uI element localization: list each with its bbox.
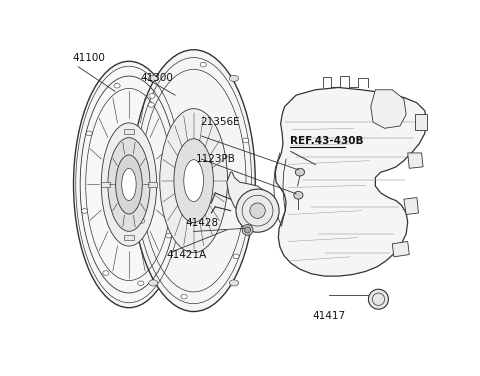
Ellipse shape [170, 156, 177, 160]
Ellipse shape [233, 254, 239, 259]
Ellipse shape [181, 294, 187, 299]
Ellipse shape [166, 233, 172, 238]
Ellipse shape [116, 155, 142, 214]
Ellipse shape [242, 224, 253, 235]
Ellipse shape [250, 203, 265, 218]
Polygon shape [227, 172, 269, 218]
Polygon shape [392, 241, 409, 257]
Ellipse shape [108, 138, 150, 231]
FancyBboxPatch shape [124, 235, 133, 240]
Text: 41300: 41300 [141, 73, 174, 83]
Ellipse shape [229, 75, 239, 82]
Text: 41428: 41428 [185, 218, 218, 228]
Ellipse shape [236, 189, 279, 232]
Text: 41421A: 41421A [167, 250, 207, 260]
Ellipse shape [294, 191, 303, 199]
Polygon shape [404, 197, 419, 215]
Ellipse shape [160, 109, 228, 253]
Ellipse shape [132, 50, 255, 312]
FancyBboxPatch shape [100, 182, 110, 187]
Ellipse shape [73, 61, 184, 308]
Ellipse shape [184, 160, 204, 202]
Ellipse shape [149, 280, 158, 286]
Polygon shape [415, 114, 427, 130]
Ellipse shape [369, 289, 388, 309]
Ellipse shape [138, 218, 144, 223]
Polygon shape [371, 90, 406, 128]
Ellipse shape [101, 123, 156, 246]
Ellipse shape [229, 280, 239, 286]
Text: 21356E: 21356E [200, 117, 240, 127]
FancyBboxPatch shape [148, 182, 157, 187]
FancyBboxPatch shape [124, 129, 133, 134]
Text: 41100: 41100 [72, 53, 105, 63]
Ellipse shape [149, 94, 155, 98]
Ellipse shape [122, 168, 136, 200]
Ellipse shape [148, 103, 154, 107]
Ellipse shape [82, 209, 87, 213]
Ellipse shape [200, 62, 206, 67]
Ellipse shape [295, 168, 304, 176]
Ellipse shape [103, 271, 109, 275]
Ellipse shape [149, 75, 158, 82]
Ellipse shape [114, 83, 120, 88]
Ellipse shape [243, 138, 249, 143]
Text: 41417: 41417 [312, 311, 346, 321]
Ellipse shape [244, 227, 251, 233]
Text: 1123PB: 1123PB [196, 155, 236, 164]
Polygon shape [275, 88, 427, 276]
Polygon shape [408, 153, 423, 168]
Text: REF.43-430B: REF.43-430B [289, 136, 363, 146]
Ellipse shape [174, 139, 213, 223]
Ellipse shape [86, 131, 92, 136]
Ellipse shape [138, 281, 144, 285]
